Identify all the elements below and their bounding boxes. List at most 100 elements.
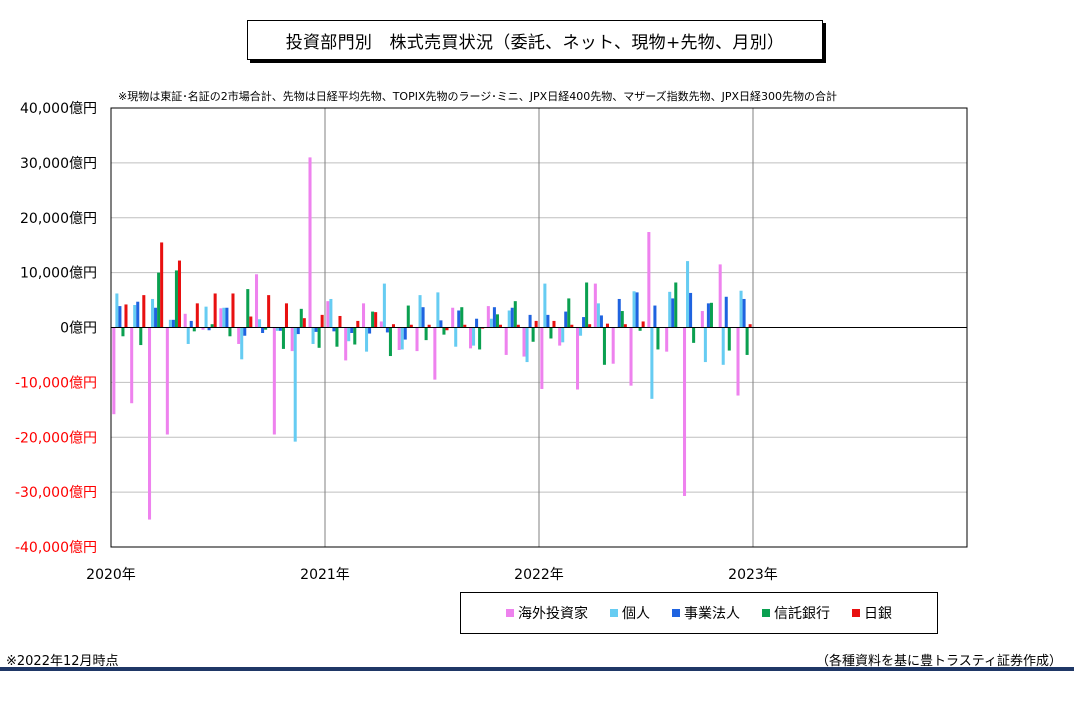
legend-item: 事業法人 xyxy=(672,603,740,623)
y-tick-label: -40,000億円 xyxy=(15,540,97,556)
bar xyxy=(638,327,642,331)
bar xyxy=(148,327,152,520)
bar xyxy=(599,315,603,328)
bar xyxy=(168,319,172,328)
bar xyxy=(186,327,190,344)
legend-label: 事業法人 xyxy=(684,606,740,622)
bar xyxy=(457,310,461,328)
chart-title: 投資部門別 株式売買状況（委託、ネット、現物+先物、月別） xyxy=(247,20,823,60)
y-tick-label: -10,000億円 xyxy=(15,375,97,391)
bar xyxy=(293,327,297,442)
y-tick-label: 30,000億円 xyxy=(20,156,97,172)
legend-swatch xyxy=(506,609,514,617)
bar xyxy=(382,283,386,328)
bar xyxy=(567,298,571,328)
legend-label: 個人 xyxy=(622,606,650,622)
bar xyxy=(249,316,253,328)
bar xyxy=(314,327,318,332)
bar xyxy=(427,324,431,328)
bar xyxy=(478,327,482,350)
axes xyxy=(110,107,968,548)
bar xyxy=(379,321,383,328)
bar xyxy=(317,327,321,348)
bar xyxy=(391,324,395,328)
legend-label: 信託銀行 xyxy=(774,606,830,622)
bar xyxy=(356,320,360,328)
bar xyxy=(154,307,158,328)
bar xyxy=(692,327,696,343)
bar xyxy=(344,327,348,361)
bar xyxy=(510,307,514,328)
data-as-of-note: ※2022年12月時点 xyxy=(6,654,119,669)
bar xyxy=(368,327,372,334)
bar xyxy=(192,327,196,332)
legend-swatch xyxy=(610,609,618,617)
bar xyxy=(171,319,175,328)
bar xyxy=(641,321,645,328)
bar xyxy=(296,327,300,335)
legend-label: 日銀 xyxy=(864,606,892,622)
bar xyxy=(543,283,547,328)
bar xyxy=(492,307,496,328)
bar xyxy=(228,327,232,337)
bar xyxy=(460,307,464,328)
bar xyxy=(486,306,490,328)
legend-label: 海外投資家 xyxy=(518,606,588,622)
bar xyxy=(130,327,134,404)
bar xyxy=(284,303,288,328)
bar xyxy=(451,307,455,328)
bar xyxy=(222,307,226,328)
bar xyxy=(195,303,199,328)
bar xyxy=(320,314,324,328)
y-tick-label: -20,000億円 xyxy=(15,430,97,446)
bar xyxy=(174,270,178,328)
bar xyxy=(617,298,621,328)
bar xyxy=(243,327,247,336)
bar xyxy=(424,327,428,341)
bar xyxy=(561,327,565,343)
bar xyxy=(240,327,244,360)
bar xyxy=(326,301,330,328)
bar xyxy=(338,315,342,328)
bar xyxy=(736,327,740,396)
y-tick-label: 0億円 xyxy=(60,321,97,337)
legend-item: 海外投資家 xyxy=(506,603,588,623)
bar xyxy=(225,307,229,328)
bottom-rule xyxy=(0,667,1074,671)
y-tick-label: -30,000億円 xyxy=(15,485,97,501)
bar xyxy=(481,327,485,329)
bar xyxy=(605,323,609,328)
bar xyxy=(674,282,678,328)
bar xyxy=(290,327,294,352)
bar xyxy=(683,327,687,496)
bar xyxy=(706,303,710,328)
bar xyxy=(570,324,574,328)
bar xyxy=(246,289,250,328)
bar xyxy=(278,327,282,331)
bar xyxy=(585,282,589,328)
bar xyxy=(489,318,493,328)
bar xyxy=(528,314,532,328)
bar xyxy=(133,305,137,328)
bar xyxy=(475,318,479,328)
bar xyxy=(350,327,354,333)
bar xyxy=(219,308,223,328)
bar xyxy=(629,327,633,386)
bar xyxy=(498,324,502,328)
bar xyxy=(400,327,404,350)
bar xyxy=(513,301,517,328)
bar xyxy=(709,302,713,328)
legend: 海外投資家 個人 事業法人 信託銀行 日銀 xyxy=(460,592,938,634)
bar xyxy=(703,327,707,363)
bar xyxy=(136,301,140,328)
bar xyxy=(311,327,315,344)
bar xyxy=(588,324,592,328)
bar xyxy=(546,314,550,328)
bar xyxy=(635,292,639,328)
bar xyxy=(445,327,449,331)
bar xyxy=(531,327,535,342)
bar xyxy=(671,298,675,328)
bar xyxy=(207,327,211,331)
bar xyxy=(418,295,422,328)
legend-swatch xyxy=(672,609,680,617)
